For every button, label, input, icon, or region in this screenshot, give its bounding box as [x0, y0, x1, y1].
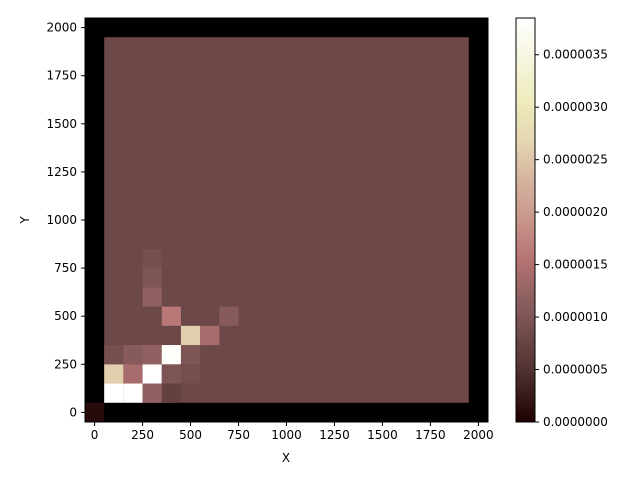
y-tick-label: 2000 [46, 21, 77, 35]
x-tick-label: 500 [179, 428, 202, 442]
heatmap-cell [180, 364, 201, 384]
heatmap-cell [180, 345, 201, 365]
colorbar-gradient [515, 17, 536, 423]
heatmap-cell [85, 402, 105, 422]
heatmap-cell [142, 287, 162, 307]
heatmap-cell [142, 345, 162, 365]
y-axis: 0 250 500 750 1000 1250 1500 1750 2000 [46, 21, 85, 419]
heatmap-cell [161, 306, 181, 326]
x-tick-label: 0 [91, 428, 99, 442]
x-axis: 0 250 500 750 1000 1250 1500 1750 2000 [91, 422, 494, 442]
heatmap-cell [104, 345, 124, 365]
heatmap-cell [123, 383, 143, 403]
heatmap-background-cells [104, 37, 469, 403]
x-tick-label: 1500 [367, 428, 398, 442]
y-tick-label: 750 [54, 261, 77, 275]
x-tick-label: 750 [227, 428, 250, 442]
colorbar-tick-label: 0.0000035 [543, 48, 608, 62]
x-axis-label: X [282, 451, 290, 465]
heatmap-cell [104, 383, 124, 403]
colorbar-tick-label: 0.0000005 [543, 363, 608, 377]
heatmap-cell [219, 306, 239, 326]
x-tick-label: 1000 [271, 428, 302, 442]
plot-area [84, 17, 489, 423]
colorbar-tick-label: 0.0000030 [543, 100, 608, 114]
x-tick-label: 250 [131, 428, 154, 442]
colorbar-tick-label: 0.0000015 [543, 258, 608, 272]
colorbar-tick-label: 0.0000010 [543, 310, 608, 324]
colorbar-tick-label: 0.0000000 [543, 415, 608, 429]
x-tick-label: 1750 [415, 428, 446, 442]
heatmap-cell [161, 364, 181, 384]
y-tick-label: 1750 [46, 69, 77, 83]
y-tick-label: 1500 [46, 117, 77, 131]
y-tick-label: 500 [54, 309, 77, 323]
colorbar-tick-label: 0.0000025 [543, 153, 608, 167]
x-tick-label: 2000 [463, 428, 494, 442]
heatmap-cell [161, 345, 181, 365]
heatmap-cell [123, 345, 143, 365]
y-tick-label: 1250 [46, 165, 77, 179]
y-tick-label: 1000 [46, 213, 77, 227]
heatmap-cell [180, 325, 201, 346]
heatmap-cell [123, 364, 143, 384]
y-tick-label: 250 [54, 357, 77, 371]
y-axis-label: Y [18, 216, 32, 225]
heatmap-cell [142, 383, 162, 403]
heatmap-cell [200, 325, 220, 346]
x-tick-label: 1250 [319, 428, 350, 442]
heatmap-cell [142, 268, 162, 288]
heatmap-cell [161, 383, 181, 403]
colorbar: 0.0000000 0.0000005 0.0000010 0.0000015 0.00… [515, 17, 608, 429]
colorbar-tick-label: 0.0000020 [543, 205, 608, 219]
heatmap-cell [104, 364, 124, 384]
y-tick-label: 0 [69, 405, 77, 419]
heatmap-cell [142, 364, 162, 384]
heatmap-cell [142, 248, 162, 269]
